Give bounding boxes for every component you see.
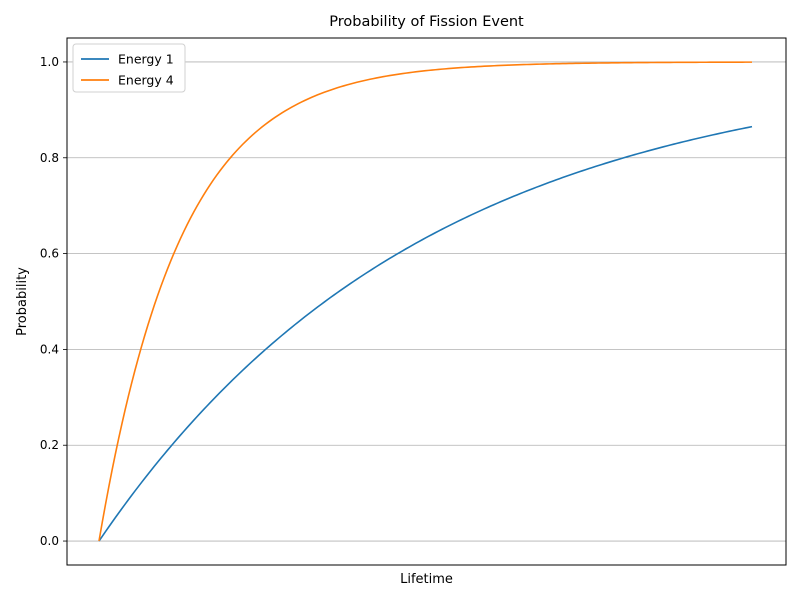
y-tick-label: 0.8 bbox=[40, 151, 59, 165]
chart-title: Probability of Fission Event bbox=[329, 14, 524, 30]
y-axis-ticks: 0.0 0.2 0.4 0.6 0.8 1.0 bbox=[40, 55, 67, 548]
plot-area-frame bbox=[66, 37, 787, 566]
series-layer bbox=[98, 61, 753, 542]
legend-label: Energy 4 bbox=[118, 73, 174, 88]
series-line-energy-4 bbox=[98, 61, 752, 542]
legend-label: Energy 1 bbox=[118, 52, 174, 67]
y-tick-label: 1.0 bbox=[40, 55, 59, 69]
y-tick-label: 0.6 bbox=[40, 247, 59, 261]
x-axis-label: Lifetime bbox=[400, 572, 453, 587]
legend: Energy 1 Energy 4 bbox=[72, 43, 186, 93]
y-tick-label: 0.4 bbox=[40, 342, 59, 356]
series-line-energy-1 bbox=[98, 125, 753, 542]
y-axis-label: Probability bbox=[15, 267, 30, 336]
y-tick-label: 0.0 bbox=[40, 534, 59, 548]
y-tick-label: 0.2 bbox=[40, 438, 59, 452]
